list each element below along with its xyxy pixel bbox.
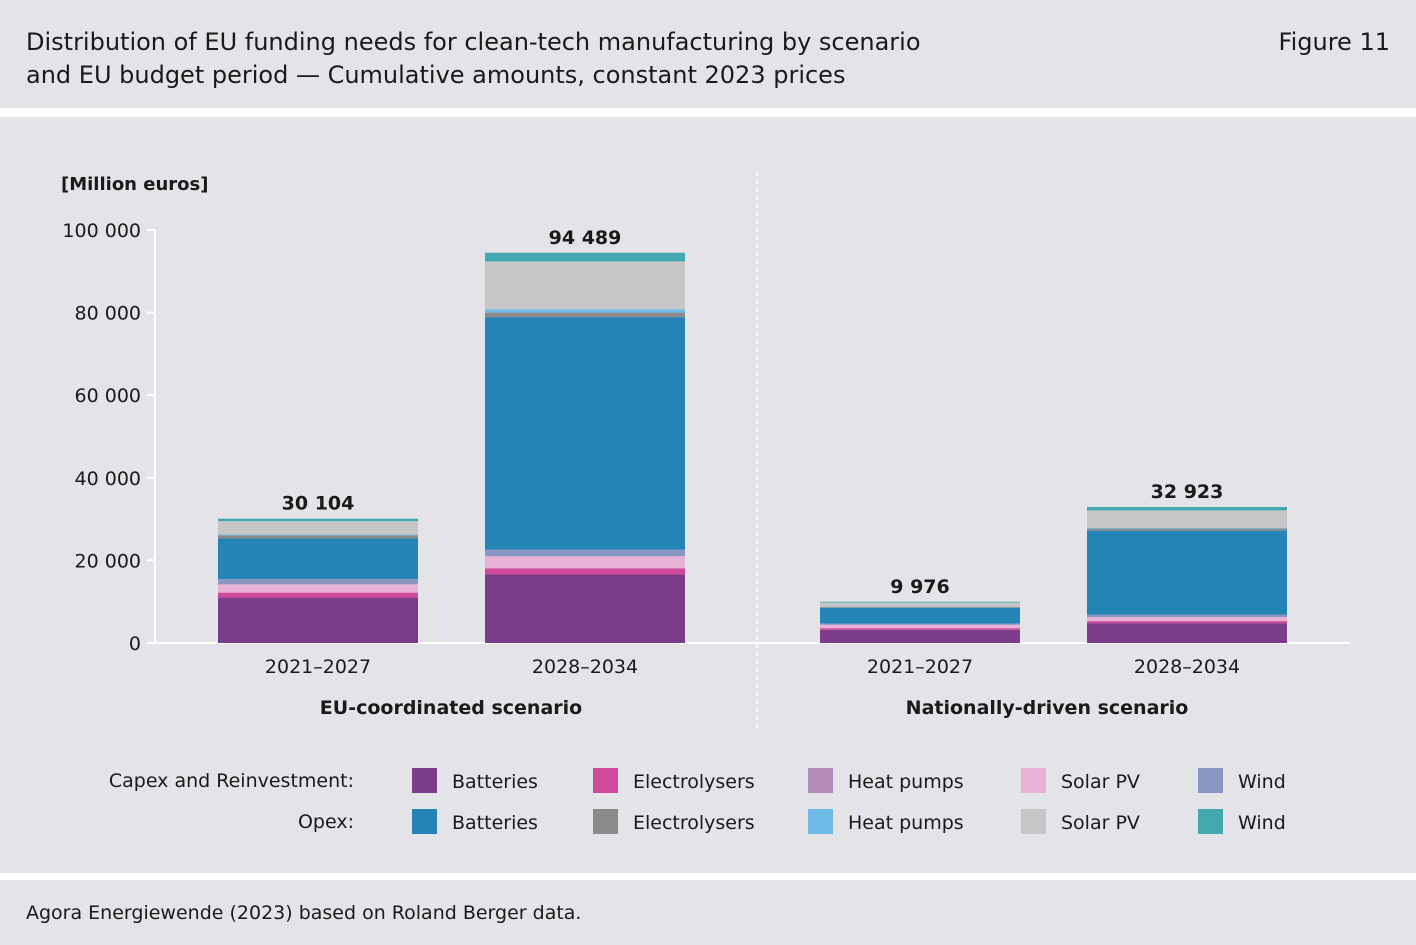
legend-swatch [1021,809,1046,834]
bar-segment-opex-solar-pv [218,521,418,535]
chart-title: Distribution of EU funding needs for cle… [26,26,1026,92]
legend-swatch [1021,768,1046,793]
y-tick-label: 20 000 [75,550,141,572]
bar-segment-capex-and-reinvestment-electrolysers [218,592,418,598]
bar-total-label: 30 104 [282,493,355,515]
footer-panel: Agora Energiewende (2023) based on Rolan… [0,880,1416,945]
bar-segment-opex-electrolysers [485,312,685,318]
bar-segment-opex-electrolysers [1087,528,1287,531]
legend-swatch [593,809,618,834]
bar-segment-opex-solar-pv [485,261,685,310]
source-note: Agora Energiewende (2023) based on Rolan… [26,902,582,924]
bar-segment-opex-heat-pumps [218,534,418,536]
bar-segment-opex-solar-pv [1087,510,1287,528]
legend-label: Batteries [452,812,538,834]
bar-segment-capex-and-reinvestment-batteries [218,597,418,643]
stacked-bar-chart: [Million euros] 0 20 000 40 000 60 000 80 00… [61,172,1350,834]
bar-segment-opex-wind [218,518,418,522]
legend-swatch [808,768,833,793]
title-line-1: Distribution of EU funding needs for cle… [26,28,921,56]
legend-label: Wind [1238,771,1286,793]
bar-total-label: 32 923 [1151,481,1224,503]
bar-segment-capex-and-reinvestment-batteries [1087,623,1287,643]
bar-segment-capex-and-reinvestment-batteries [485,574,685,643]
bar-segment-capex-and-reinvestment-wind [1087,614,1287,617]
legend-label: Electrolysers [633,771,755,793]
bar-segment-capex-and-reinvestment-solar-pv [820,624,1020,629]
bar-segment-opex-batteries [1087,530,1287,615]
x-axis: 2021–2027 2028–2034 EU-coordinated scenari… [265,656,1240,719]
bar-segment-capex-and-reinvestment-solar-pv [485,556,685,569]
bar-segment-capex-and-reinvestment-wind [218,578,418,585]
bar-segment-capex-and-reinvestment-solar-pv [1087,616,1287,622]
bar-segment-capex-and-reinvestment-electrolysers [1087,621,1287,624]
bar-total-label: 94 489 [549,227,622,249]
bar-stacks: 30 104 94 489 9 976 32 923 [218,227,1287,643]
legend-label: Solar PV [1061,812,1140,834]
scenario-label: Nationally-driven scenario [906,697,1189,719]
y-tick-label: 100 000 [62,220,141,242]
bar-segment-capex-and-reinvestment-wind [485,549,685,557]
bar-segment-opex-heat-pumps [1087,527,1287,529]
bar-segment-capex-and-reinvestment-solar-pv [218,584,418,593]
y-axis: 0 20 000 40 000 60 000 80 000 100 000 [62,172,1350,732]
y-axis-title: [Million euros] [61,174,208,195]
x-tick-label: 2021–2027 [867,656,973,678]
legend-swatch [1198,768,1223,793]
bar-segment-opex-wind [485,252,685,262]
y-tick-label: 0 [129,633,141,655]
header-panel: Distribution of EU funding needs for cle… [0,0,1416,108]
bar-segment-capex-and-reinvestment-electrolysers [485,568,685,575]
legend-swatch [593,768,618,793]
legend: Capex and Reinvestment: Opex: Batteries Ele… [109,768,1286,834]
bar-segment-opex-solar-pv [820,602,1020,607]
legend-row-label: Capex and Reinvestment: [109,770,354,792]
y-tick-label: 60 000 [75,385,141,407]
legend-label: Wind [1238,812,1286,834]
bar-segment-opex-wind [820,601,1020,603]
scenario-label: EU-coordinated scenario [320,697,582,719]
bar-total-label: 9 976 [890,576,950,598]
bar-segment-capex-and-reinvestment-electrolysers [820,628,1020,630]
x-tick-label: 2021–2027 [265,656,371,678]
x-tick-label: 2028–2034 [532,656,638,678]
legend-label: Heat pumps [848,812,964,834]
figure-label: Figure 11 [1278,28,1390,56]
bar-segment-opex-batteries [218,538,418,579]
x-tick-label: 2028–2034 [1134,656,1240,678]
legend-swatch [808,809,833,834]
legend-label: Solar PV [1061,771,1140,793]
bar-segment-opex-batteries [485,317,685,550]
bar-segment-opex-electrolysers [820,607,1020,608]
y-tick-label: 40 000 [75,468,141,490]
bar-segment-opex-batteries [820,607,1020,624]
legend-swatch [412,768,437,793]
legend-row-label: Opex: [298,811,354,833]
legend-swatch [1198,809,1223,834]
legend-label: Electrolysers [633,812,755,834]
legend-label: Batteries [452,771,538,793]
bar-segment-capex-and-reinvestment-batteries [820,629,1020,643]
legend-swatch [412,809,437,834]
chart-panel: [Million euros] 0 20 000 40 000 60 000 80 00… [0,117,1416,873]
bar-segment-capex-and-reinvestment-wind [820,623,1020,625]
bar-segment-opex-heat-pumps [485,309,685,313]
bar-segment-opex-wind [1087,507,1287,511]
title-line-2: and EU budget period — Cumulative amount… [26,61,846,89]
y-tick-label: 80 000 [75,303,141,325]
legend-label: Heat pumps [848,771,964,793]
bar-segment-opex-electrolysers [218,535,418,539]
